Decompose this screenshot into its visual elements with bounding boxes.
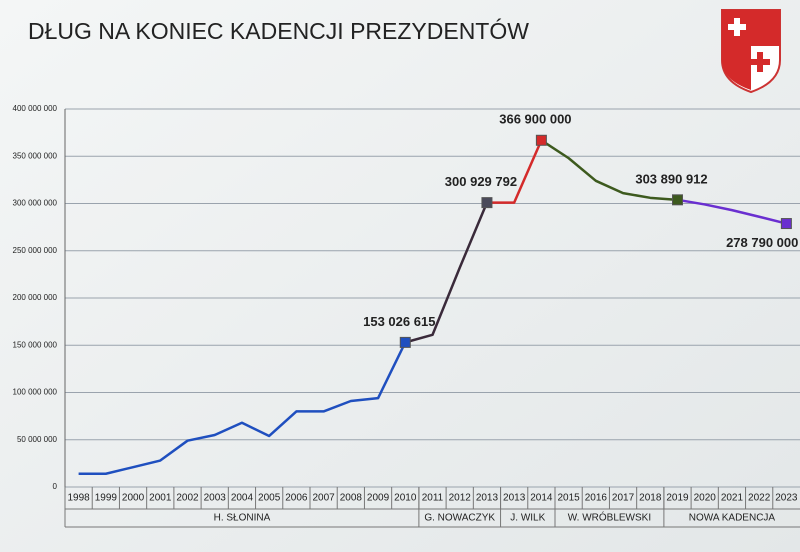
x-tick-label: 2015 [557,493,580,504]
value-label: 303 890 912 [635,171,707,186]
x-tick-label: 2011 [422,493,444,504]
y-tick-label: 350 000 000 [13,151,58,160]
chart-title: DŁUG NA KONIEC KADENCJI PREZYDENTÓW [28,18,529,44]
point-marker [780,218,792,230]
point-marker [672,194,683,206]
x-tick-label: 2012 [449,493,472,504]
x-tick-label: 2008 [340,493,363,504]
group-label: W. WRÓBLEWSKI [568,511,651,524]
y-tick-label: 250 000 000 [13,246,58,255]
point-marker [535,134,547,146]
y-tick-label: 100 000 000 [13,388,58,397]
y-tick-label: 0 [53,482,58,491]
point-marker [399,336,411,348]
x-tick-label: 2004 [231,493,254,504]
point-marker [481,197,493,209]
line-segment [677,198,787,225]
x-tick-label: 2016 [585,493,608,504]
x-tick-label: 2002 [176,493,199,504]
x-tick-label: 2017 [612,493,635,504]
x-tick-label: 1999 [95,493,118,504]
coat-of-arms [721,9,781,94]
x-tick-label: 2013 [476,493,499,504]
line-segment [404,202,489,344]
x-tick-label: 2010 [394,493,417,504]
x-tick-label: 2000 [122,493,145,504]
x-tick-label: 2001 [149,493,172,504]
y-tick-label: 300 000 000 [13,199,58,208]
value-label: 300 929 792 [445,174,517,189]
value-label: 278 790 000 [726,235,798,250]
x-tick-label: 1998 [67,493,90,504]
group-label: G. NOWACZYK [424,513,495,524]
y-tick-label: 50 000 000 [17,435,58,444]
y-tick-label: 200 000 000 [13,293,58,302]
x-tick-label: 2022 [748,493,771,504]
x-tick-label: 2005 [258,493,281,504]
group-label: H. SŁONINA [214,513,271,524]
x-tick-label: 2007 [312,493,335,504]
group-label: J. WILK [510,513,545,524]
x-tick-label: 2023 [775,493,798,504]
x-tick-label: 2019 [666,493,689,504]
x-tick-label: 2018 [639,493,662,504]
line-segment [486,139,543,204]
x-tick-label: 2009 [367,493,390,504]
value-label: 153 026 615 [363,314,435,329]
value-label: 366 900 000 [499,112,571,127]
group-label: NOWA KADENCJA [689,513,776,524]
y-tick-label: 400 000 000 [13,104,58,113]
x-tick-label: 2013 [503,493,526,504]
line-segment [540,139,678,202]
x-tick-label: 2020 [694,493,717,504]
line-segment [78,341,407,476]
x-tick-label: 2006 [285,493,308,504]
y-tick-label: 150 000 000 [13,340,58,349]
x-tick-label: 2014 [530,493,553,504]
x-tick-label: 2021 [721,493,744,504]
x-tick-label: 2003 [204,493,227,504]
